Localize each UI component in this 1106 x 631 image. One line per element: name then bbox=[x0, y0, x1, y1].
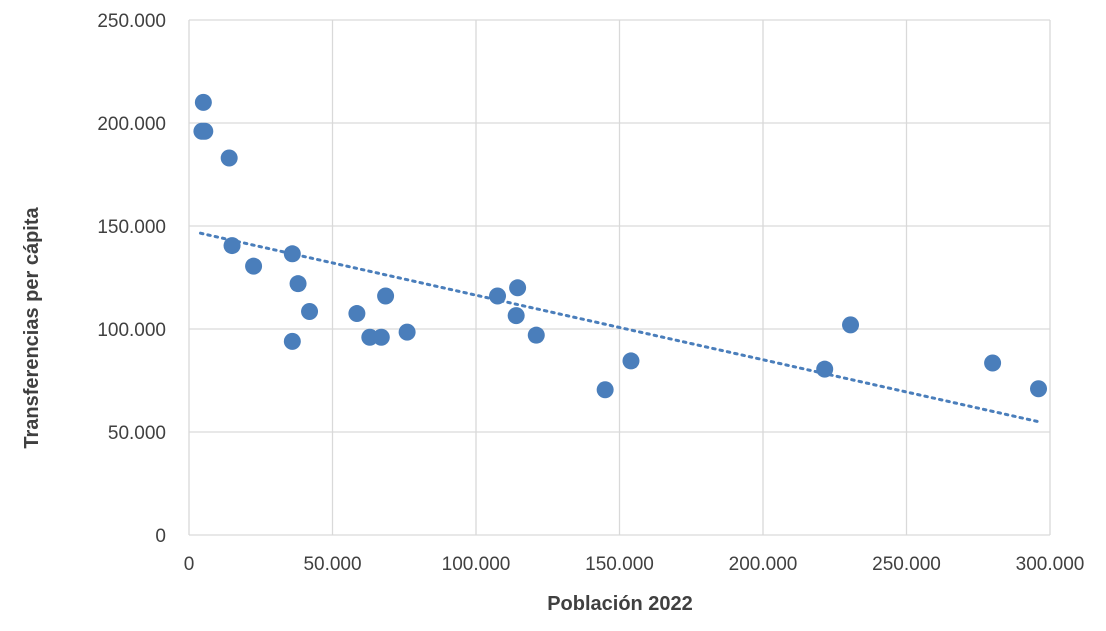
y-tick-label: 150.000 bbox=[97, 217, 166, 238]
y-tick-label: 0 bbox=[155, 526, 166, 547]
x-axis-title: Población 2022 bbox=[547, 593, 693, 615]
data-point bbox=[220, 149, 238, 167]
data-point bbox=[489, 287, 507, 305]
data-point bbox=[622, 352, 640, 370]
x-tick-label: 150.000 bbox=[585, 554, 654, 575]
data-point bbox=[372, 328, 390, 346]
data-points bbox=[193, 93, 1048, 399]
y-tick-label: 200.000 bbox=[97, 114, 166, 135]
data-point bbox=[223, 237, 241, 255]
x-tick-label: 100.000 bbox=[442, 554, 511, 575]
data-point bbox=[984, 354, 1002, 372]
y-tick-label: 250.000 bbox=[97, 11, 166, 32]
x-tick-label: 200.000 bbox=[729, 554, 798, 575]
data-point bbox=[398, 323, 416, 341]
data-point bbox=[507, 307, 525, 325]
data-point bbox=[377, 287, 395, 305]
y-axis-ticks: 0 50.000 100.000 150.000 200.000 250.000 bbox=[97, 11, 166, 547]
data-point bbox=[1030, 380, 1048, 398]
gridlines bbox=[188, 19, 1051, 536]
y-axis-title: Transferencias per cápita bbox=[21, 207, 43, 449]
x-tick-label: 0 bbox=[184, 554, 195, 575]
data-point bbox=[196, 122, 214, 140]
data-point bbox=[816, 360, 834, 378]
trendline bbox=[198, 231, 1041, 424]
x-tick-label: 250.000 bbox=[872, 554, 941, 575]
data-point bbox=[527, 326, 545, 344]
x-axis-ticks: 0 50.000 100.000 150.000 200.000 250.000 300.0… bbox=[184, 554, 1085, 575]
data-point bbox=[289, 275, 307, 293]
data-point bbox=[245, 257, 263, 275]
y-tick-label: 50.000 bbox=[108, 423, 166, 444]
data-point bbox=[348, 305, 366, 323]
y-tick-label: 100.000 bbox=[97, 320, 166, 341]
data-point bbox=[301, 302, 319, 320]
data-point bbox=[509, 279, 527, 297]
data-point bbox=[283, 332, 301, 350]
data-point bbox=[596, 381, 614, 399]
data-point bbox=[842, 316, 860, 334]
trendline-layer bbox=[198, 231, 1041, 424]
data-point bbox=[283, 245, 301, 263]
x-tick-label: 300.000 bbox=[1016, 554, 1085, 575]
data-point bbox=[194, 93, 212, 111]
x-tick-label: 50.000 bbox=[303, 554, 361, 575]
